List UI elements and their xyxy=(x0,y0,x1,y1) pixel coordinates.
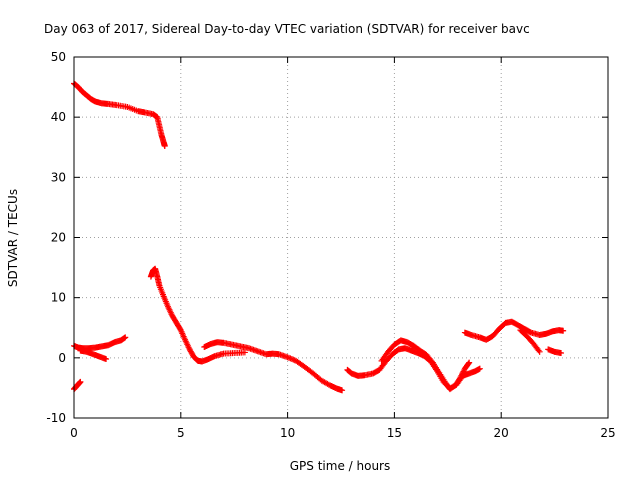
data-point xyxy=(428,358,435,365)
x-tick-label: 25 xyxy=(600,426,615,440)
series-arc-1 xyxy=(71,80,168,150)
y-tick-label: 0 xyxy=(58,351,66,365)
data-point xyxy=(560,327,567,334)
x-tick-label: 10 xyxy=(280,426,295,440)
x-tick-label: 5 xyxy=(177,426,185,440)
data-point xyxy=(465,360,472,367)
data-point xyxy=(339,387,346,394)
data-points xyxy=(71,80,567,394)
data-point xyxy=(241,349,248,356)
series-arc-6 xyxy=(201,339,346,394)
series-arc-10 xyxy=(517,327,543,355)
data-point xyxy=(466,359,473,366)
x-axis-label: GPS time / hours xyxy=(290,459,391,473)
data-point xyxy=(122,334,129,341)
y-tick-label: 10 xyxy=(51,291,66,305)
series-arc-2 xyxy=(71,334,129,352)
series-arc-9 xyxy=(461,318,567,343)
y-tick-label: 40 xyxy=(51,110,66,124)
data-point xyxy=(476,365,483,372)
data-point xyxy=(536,348,543,355)
y-axis-label: SDTVAR / TECUs xyxy=(6,189,20,287)
data-point xyxy=(77,378,84,385)
y-tick-label: 50 xyxy=(51,50,66,64)
data-point xyxy=(161,143,168,150)
y-tick-label: 30 xyxy=(51,170,66,184)
y-tick-label: -10 xyxy=(46,411,66,425)
data-point xyxy=(103,356,110,363)
series-arc-5 xyxy=(147,265,248,365)
series-arc-4 xyxy=(71,378,84,393)
chart-title: Day 063 of 2017, Sidereal Day-to-day VTE… xyxy=(44,22,530,36)
x-tick-label: 0 xyxy=(70,426,78,440)
x-tick-label: 15 xyxy=(387,426,402,440)
series-arc-3 xyxy=(77,347,110,363)
axis-ticks: 0 5 10 15 20 25 -10 0 10 20 30 40 50 xyxy=(46,50,615,440)
y-tick-label: 20 xyxy=(51,231,66,245)
series-arc-8 xyxy=(378,337,473,393)
grid-lines xyxy=(74,57,608,418)
data-point xyxy=(558,350,565,357)
x-tick-label: 20 xyxy=(494,426,509,440)
series-arc-11 xyxy=(545,346,565,357)
